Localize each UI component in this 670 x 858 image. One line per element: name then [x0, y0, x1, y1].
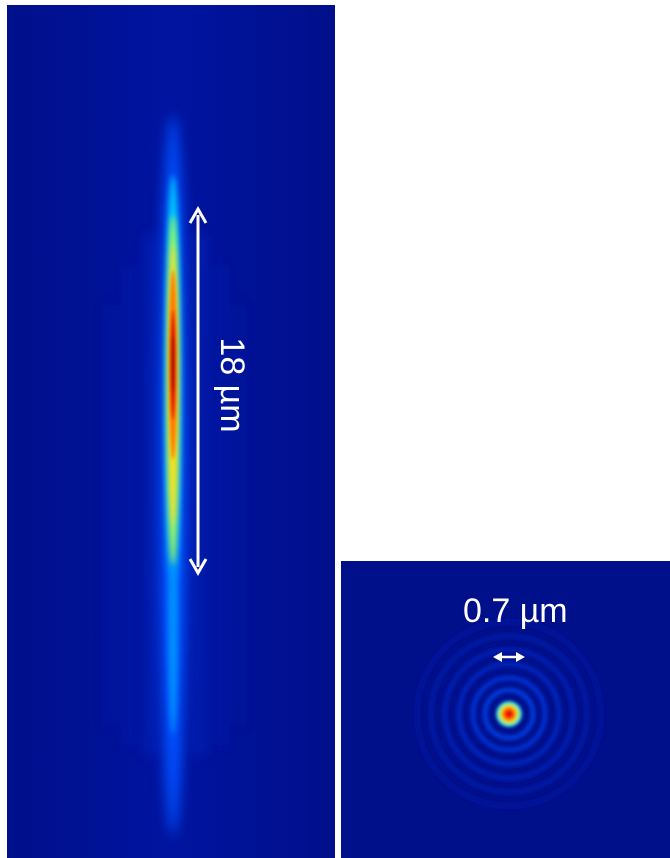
- elongated-focus-panel: [7, 5, 335, 858]
- length-scale-label: 18 µm: [213, 337, 251, 433]
- scale-arrow-horizontal: [493, 652, 525, 662]
- airy-rings: [415, 620, 603, 808]
- central-spot: [495, 700, 523, 728]
- focal-line-core: [169, 270, 177, 460]
- spot-focus-image: [341, 561, 670, 858]
- scale-arrow-vertical: [188, 205, 208, 577]
- spot-focus-panel: [341, 561, 670, 858]
- spot-size-label: 0.7 µm: [463, 592, 568, 630]
- elongated-focus-image: [7, 5, 335, 858]
